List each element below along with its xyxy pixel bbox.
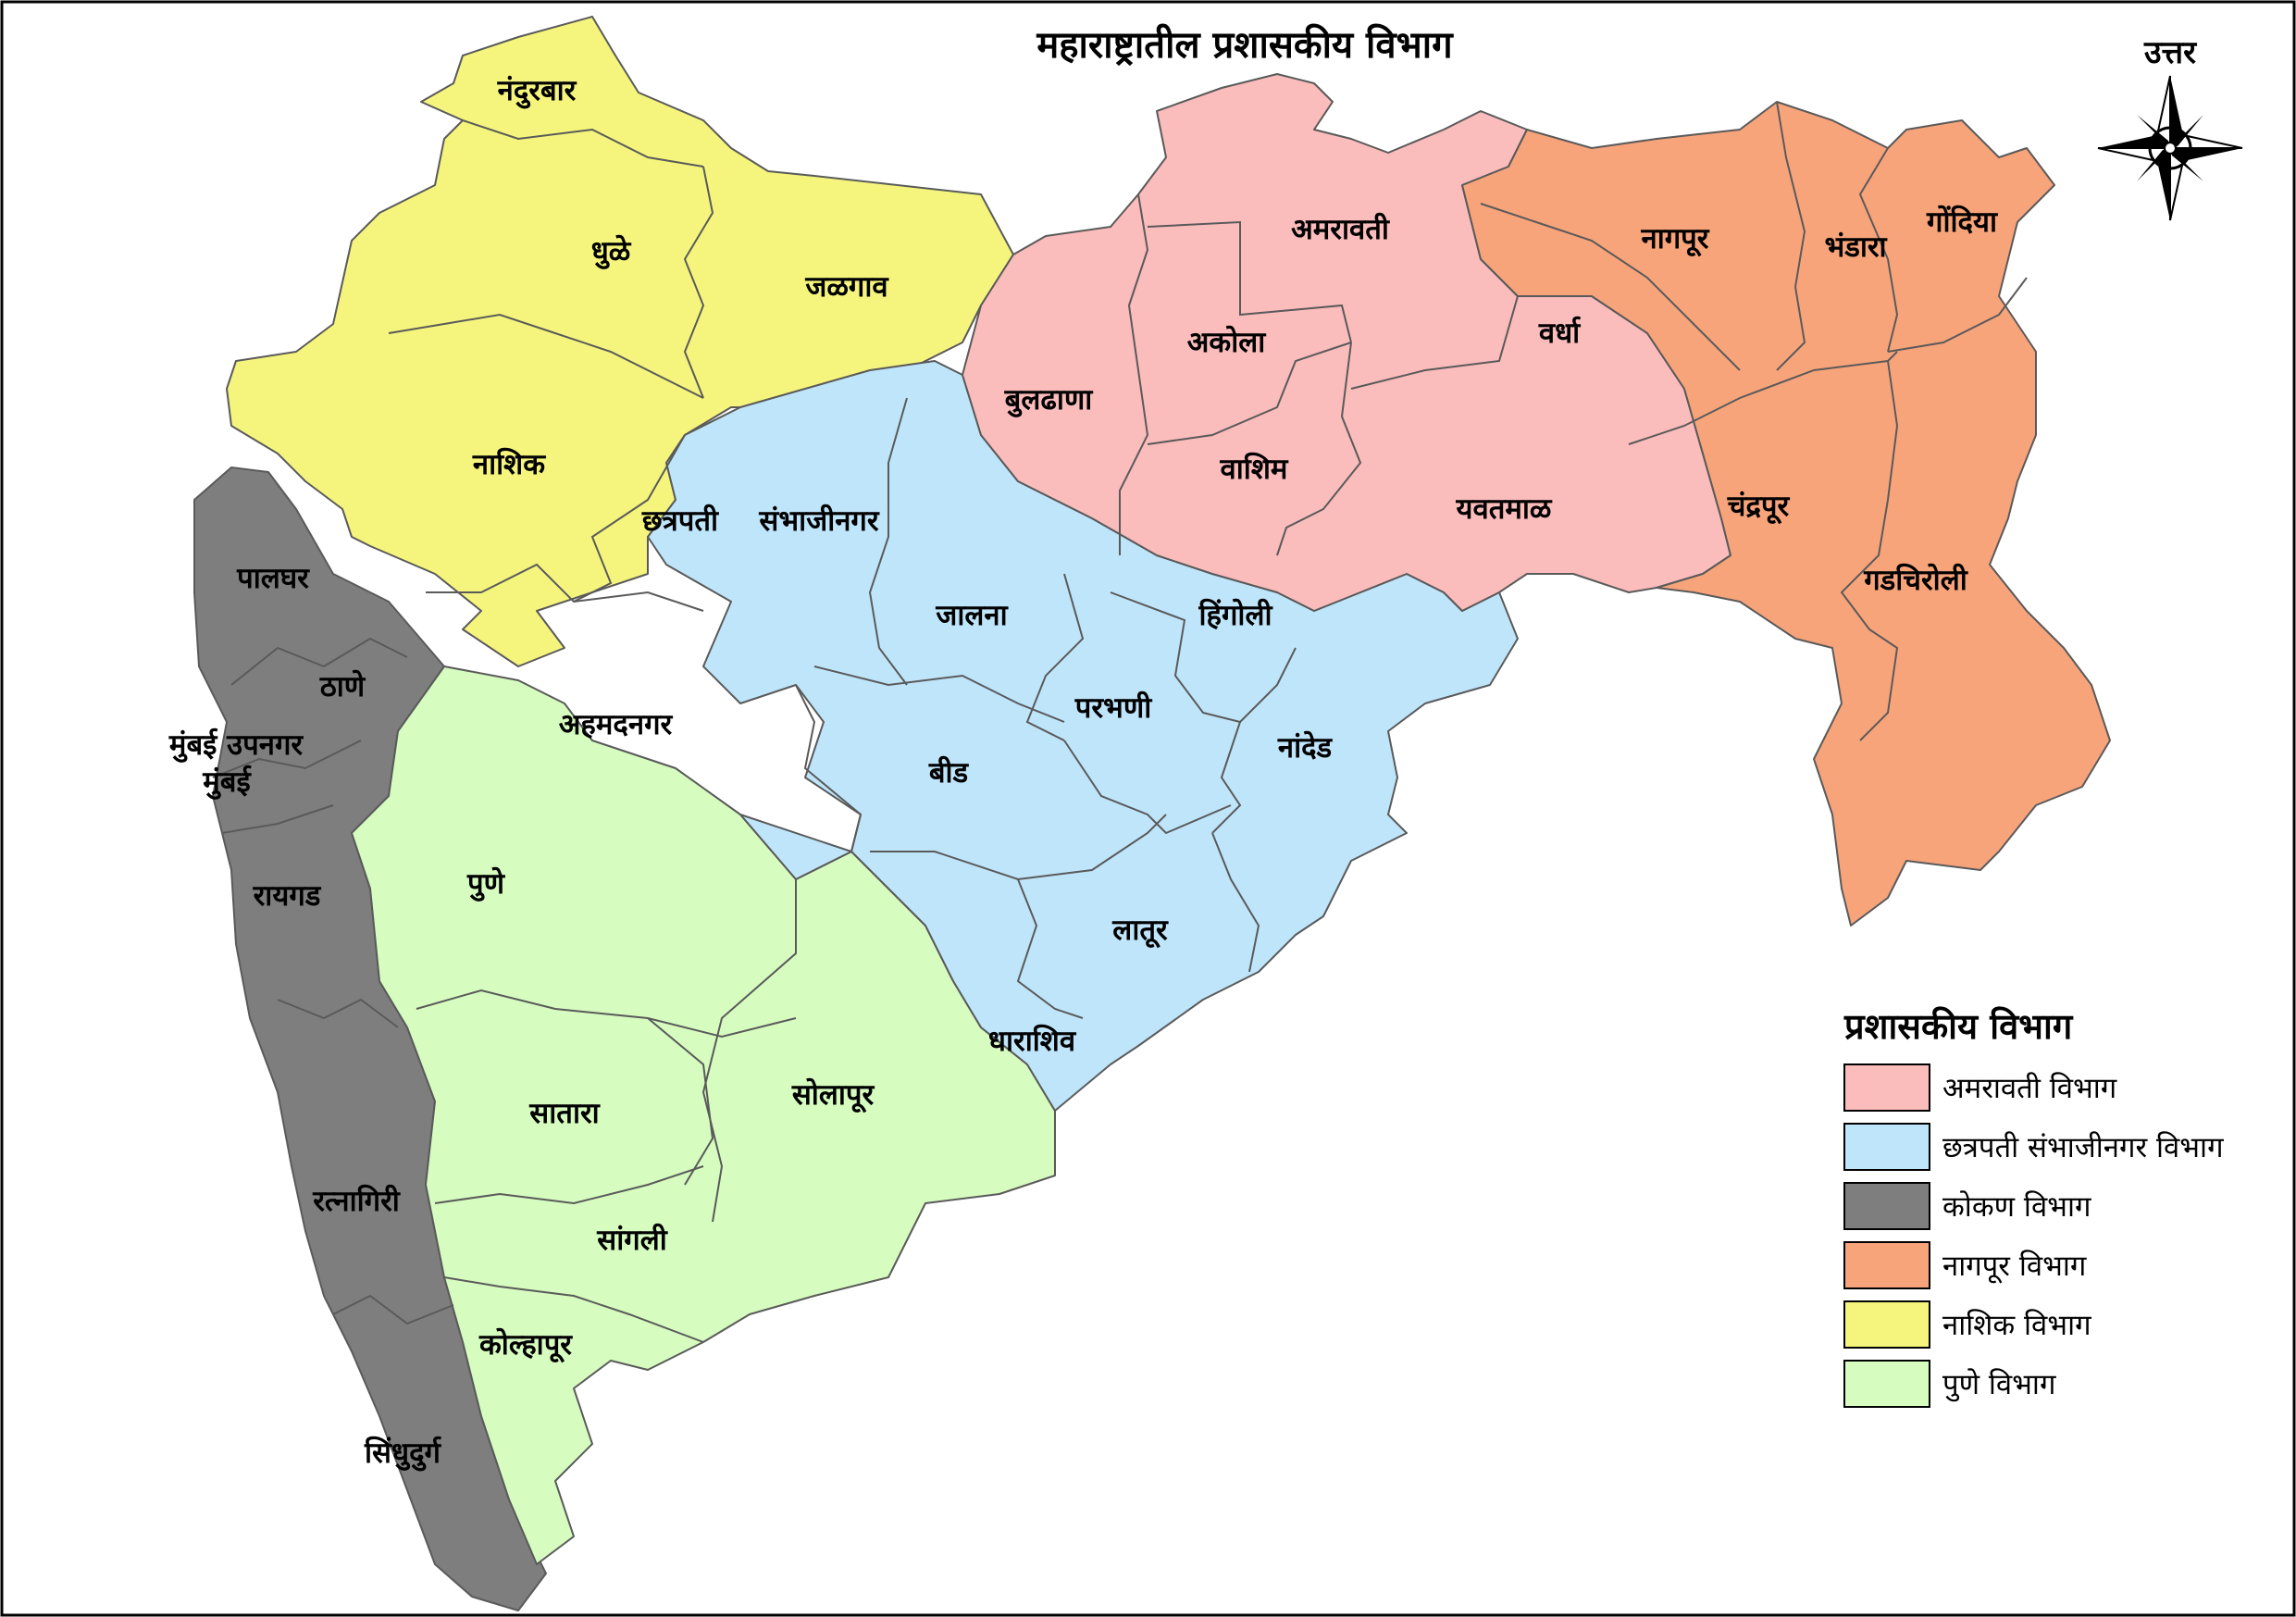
boundary-parbhani-latur <box>1063 740 1232 835</box>
legend-swatch <box>1843 1123 1930 1171</box>
district-label-nagpur: नागपूर <box>1641 222 1710 257</box>
district-label-akola: अकोला <box>1187 325 1267 359</box>
legend-swatch <box>1843 1063 1930 1112</box>
boundary-akola-washim <box>1147 342 1352 445</box>
legend-label: नागपूर विभाग <box>1942 1250 2087 1284</box>
boundary-akola-amravati <box>1147 220 1352 343</box>
legend-items: अमरावती विभाग छत्रपती संभाजीनगर विभाग कोकण… <box>1843 1063 2224 1408</box>
district-label-raigad: रायगड <box>253 879 322 913</box>
boundary-chandrapur-gadchiroli <box>1840 360 1899 741</box>
district-label-kolhapur: कोल्हापूर <box>478 1327 573 1363</box>
district-label-solapur: सोलापूर <box>791 1077 875 1113</box>
boundary-nandurbar-dhule <box>462 119 704 168</box>
district-label-jalna: जालना <box>935 599 1008 632</box>
boundary-dhule-nashik <box>388 313 704 399</box>
district-labels: नंदुरबार धुळे जळगाव नाशिक छत्रपती संभाजी… <box>168 74 1998 1472</box>
district-label-thane: ठाणे <box>319 669 366 703</box>
legend-label: नाशिक विभाग <box>1942 1309 2091 1342</box>
boundary-pune-satara <box>416 989 797 1039</box>
boundary-satara-solapur <box>647 1017 714 1186</box>
boundary-buldhana-akola <box>1119 193 1149 555</box>
district-label-wardha: वर्धा <box>1538 316 1581 350</box>
boundary-beed-latur <box>870 814 1167 881</box>
legend-label: कोकण विभाग <box>1942 1190 2091 1224</box>
district-label-nanded: नांदेड <box>1277 730 1334 765</box>
boundary-dhule-jalgaon <box>683 166 714 399</box>
legend-swatch <box>1843 1360 1930 1408</box>
north-arrow: उत्तर <box>2097 34 2243 221</box>
district-label-sangli: सांगली <box>596 1223 667 1257</box>
legend: प्रशासकीय विभाग अमरावती विभाग छत्रपती संभ… <box>1843 1006 2224 1408</box>
boundary-raigad-ratnagiri <box>277 998 399 1028</box>
region-nagpur-division <box>1461 101 2111 927</box>
region-nashik-division <box>226 16 1014 667</box>
map-title: महाराष्ट्रातील प्रशासकीय विभाग <box>1036 23 1454 67</box>
district-label-sambhajinagar: संभाजीनगर <box>758 504 879 538</box>
boundary-bhandara-gondia <box>1858 147 1899 353</box>
district-label-pune: पुणे <box>466 866 506 902</box>
district-label-washim: वाशिम <box>1220 452 1289 486</box>
legend-label: अमरावती विभाग <box>1942 1072 2117 1105</box>
boundary-nashik-sambhajinagar <box>573 434 686 603</box>
district-label-bhandara: भंडारा <box>1824 230 1887 264</box>
legend-label: छत्रपती संभाजीनगर विभाग <box>1942 1131 2224 1164</box>
legend-swatch <box>1843 1300 1930 1349</box>
district-label-buldhana: बुलढाणा <box>1004 383 1094 417</box>
district-label-nashik: नाशिक <box>472 447 546 481</box>
boundary-parbhani-hingoli <box>1110 591 1297 724</box>
district-label-hingoli: हिंगोली <box>1198 598 1272 632</box>
district-label-amravati: अमरावती <box>1291 212 1390 246</box>
division-regions <box>193 16 2111 1611</box>
district-boundaries <box>212 101 2028 1343</box>
district-label-jalgaon: जळगाव <box>804 270 889 304</box>
boundary-wardha-nagpur <box>1480 203 1741 371</box>
boundary-jalna-beed <box>813 665 1065 723</box>
district-label-ahmednagar: अहमदनगर <box>559 708 674 741</box>
boundary-ratnagiri-sindhudurg <box>332 1294 454 1325</box>
boundary-latur-nanded <box>1211 832 1260 973</box>
district-label-palghar: पालघर <box>236 562 310 595</box>
boundary-nagpur-bhandara <box>1776 101 1806 371</box>
legend-swatch <box>1843 1241 1930 1289</box>
boundary-ahmednagar-beed <box>795 684 863 852</box>
district-label-dhule: धुळे <box>591 234 632 269</box>
legend-swatch <box>1843 1182 1930 1230</box>
district-label-gondia: गोंदिया <box>1926 205 1998 239</box>
district-label-mumbai: मुंबई <box>202 765 252 800</box>
boundary-sambhajinagar-jalna <box>868 397 908 686</box>
district-label-parbhani: परभणी <box>1074 690 1152 725</box>
north-label: उत्तर <box>2143 34 2197 71</box>
boundary-sangli-kolhapur <box>443 1276 704 1343</box>
boundary-jalna-parbhani <box>1025 573 1085 741</box>
boundary-nashik-ahmednagar <box>426 563 704 612</box>
boundary-nagpur-chandrapur <box>1628 351 1898 445</box>
district-label-latur: लातूर <box>1111 914 1169 949</box>
district-label-chandrapur: चंद्रपूर <box>1727 490 1791 525</box>
boundary-mumbai-raigad <box>221 804 334 834</box>
boundary-amravati-yavatmal <box>1350 295 1519 390</box>
boundary-latur-dharashiv <box>1016 878 1084 1019</box>
boundary-washim-yavatmal <box>1276 342 1362 556</box>
boundary-hingoli-nanded <box>1211 721 1242 834</box>
boundary-palghar-thane <box>230 637 408 686</box>
district-label-dharashiv: धाराशिव <box>988 1024 1077 1058</box>
district-label-beed: बीड <box>928 755 970 790</box>
district-label-ratnagiri: रत्नागिरी <box>312 1184 401 1218</box>
boundary-pune-solapur <box>701 879 797 1223</box>
district-label-gadchiroli: गडचिरोली <box>1863 563 1967 597</box>
legend-title: प्रशासकीय विभाग <box>1843 1006 2074 1047</box>
district-label-sindhudurg: सिंधुदुर्ग <box>364 1436 442 1472</box>
district-label-yavatmal: यवतमाळ <box>1455 492 1552 526</box>
district-label-mumbai-suburban: मुंबई उपनगर <box>168 728 304 763</box>
compass-rose-icon <box>2097 75 2243 221</box>
district-label-nandurbar: नंदुरबार <box>497 74 577 109</box>
boundary-satara-sangli <box>434 1165 704 1205</box>
district-label-satara: सातारा <box>528 1097 600 1130</box>
boundary-gondia-gadchiroli <box>1887 277 2028 353</box>
legend-label: पुणे विभाग <box>1942 1368 2056 1402</box>
boundary-thane-mumbai <box>212 740 362 778</box>
district-label-chhatrapati: छत्रपती <box>641 504 719 538</box>
